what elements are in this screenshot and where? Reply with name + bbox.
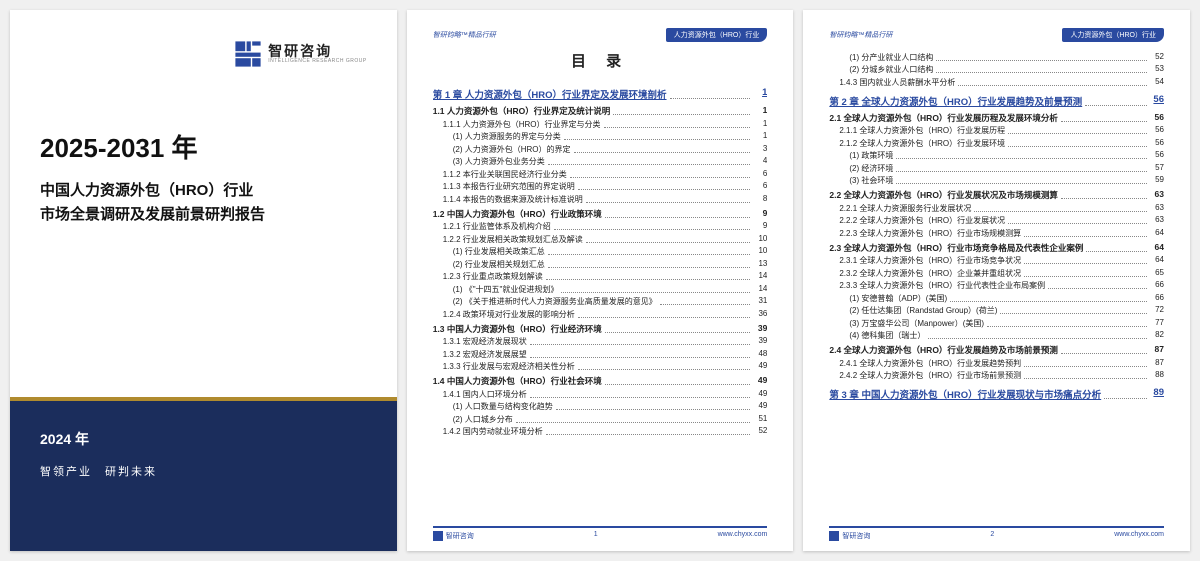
toc-entry[interactable]: (2) 经济环境57 (829, 163, 1164, 174)
toc-entry[interactable]: 1.4.2 国内劳动就业环境分析52 (433, 426, 768, 437)
toc-entry[interactable]: (2) 人力资源外包（HRO）的界定3 (433, 144, 768, 155)
logo: 智研咨询 INTELLIGENCE RESEARCH GROUP (40, 40, 367, 68)
toc-entry[interactable]: 2.3.1 全球人力资源外包（HRO）行业市场竞争状况64 (829, 255, 1164, 266)
toc-entry[interactable]: 2.1.2 全球人力资源外包（HRO）行业发展环境56 (829, 138, 1164, 149)
toc-entry[interactable]: 1.2.4 政策环境对行业发展的影响分析36 (433, 309, 768, 320)
header-badge: 人力资源外包（HRO）行业 (1062, 28, 1164, 42)
toc-entry[interactable]: (1) 人口数量与结构变化趋势49 (433, 401, 768, 412)
toc-entry[interactable]: 1.2.1 行业监管体系及机构介绍9 (433, 221, 768, 232)
toc-page-2: 智研钧略™精品行研 人力资源外包（HRO）行业 (1) 分产业就业人口结构52(… (803, 10, 1190, 551)
toc-entry[interactable]: (1) 行业发展相关政策汇总10 (433, 246, 768, 257)
toc-entry[interactable]: (3) 万宝盛华公司（Manpower）(美国)77 (829, 318, 1164, 329)
page-number: 2 (990, 531, 994, 541)
header-left: 智研钧略™精品行研 (433, 30, 496, 40)
toc-chapter[interactable]: 第 3 章 中国人力资源外包（HRO）行业发展现状与市场痛点分析89 (829, 387, 1164, 401)
toc-entry[interactable]: 2.3.3 全球人力资源外包（HRO）行业代表性企业布局案例66 (829, 280, 1164, 291)
footer-logo: 智研咨询 (433, 531, 474, 541)
toc-entry[interactable]: (2) 人口城乡分布51 (433, 414, 768, 425)
toc-entry[interactable]: (3) 人力资源外包业务分类4 (433, 156, 768, 167)
toc-entry[interactable]: 1.3.1 宏观经济发展现状39 (433, 336, 768, 347)
toc-page-1: 智研钧略™精品行研 人力资源外包（HRO）行业 目 录 第 1 章 人力资源外包… (407, 10, 794, 551)
toc-entry[interactable]: 2.2.1 全球人力资源服务行业发展状况63 (829, 203, 1164, 214)
header-badge: 人力资源外包（HRO）行业 (666, 28, 768, 42)
toc-entry[interactable]: 2.1.1 全球人力资源外包（HRO）行业发展历程56 (829, 125, 1164, 136)
toc-entry[interactable]: 1.3.3 行业发展与宏观经济相关性分析49 (433, 361, 768, 372)
toc-entry[interactable]: 1.2.2 行业发展相关政策规划汇总及解读10 (433, 234, 768, 245)
toc-entry[interactable]: 2.1 全球人力资源外包（HRO）行业发展历程及发展环境分析56 (829, 112, 1164, 124)
toc-entry[interactable]: (1) 人力资源服务的界定与分类1 (433, 131, 768, 142)
toc-entry[interactable]: 1.1 人力资源外包（HRO）行业界定及统计说明1 (433, 105, 768, 117)
toc-entry[interactable]: 1.1.1 人力资源外包（HRO）行业界定与分类1 (433, 119, 768, 130)
toc-footer: 智研咨询 2 www.chyxx.com (829, 526, 1164, 541)
cover-footer-block: 2024 年 智领产业 研判未来 (10, 401, 397, 551)
toc-entry[interactable]: (4) 德科集团（瑞士）82 (829, 330, 1164, 341)
cover-title-line2: 市场全景调研及发展前景研判报告 (40, 203, 367, 227)
toc-entry[interactable]: 1.4 中国人力资源外包（HRO）行业社会环境49 (433, 375, 768, 387)
cover-slogan: 智领产业 研判未来 (40, 463, 367, 479)
cover-title-line1: 中国人力资源外包（HRO）行业 (40, 179, 367, 203)
toc-entry[interactable]: 1.3.2 宏观经济发展展望48 (433, 349, 768, 360)
cover-year-range: 2025-2031 年 (40, 128, 367, 165)
header-left: 智研钧略™精品行研 (829, 30, 892, 40)
toc-entry[interactable]: (1) 分产业就业人口结构52 (829, 52, 1164, 63)
toc-chapter[interactable]: 第 2 章 全球人力资源外包（HRO）行业发展趋势及前景预测56 (829, 94, 1164, 108)
toc-entry[interactable]: 2.2 全球人力资源外包（HRO）行业发展状况及市场规模测算63 (829, 189, 1164, 201)
toc-chapter[interactable]: 第 1 章 人力资源外包（HRO）行业界定及发展环境剖析1 (433, 87, 768, 101)
toc-entry[interactable]: 2.3.2 全球人力资源外包（HRO）企业兼并重组状况65 (829, 268, 1164, 279)
toc-entry[interactable]: 1.1.3 本报告行业研究范围的界定说明6 (433, 181, 768, 192)
toc-entry[interactable]: (2) 行业发展相关规划汇总13 (433, 259, 768, 270)
cover-page: 智研咨询 INTELLIGENCE RESEARCH GROUP 2025-20… (10, 10, 397, 551)
toc-entry[interactable]: 1.2 中国人力资源外包（HRO）行业政策环境9 (433, 208, 768, 220)
toc-entry[interactable]: 2.4 全球人力资源外包（HRO）行业发展趋势及市场前景预测87 (829, 344, 1164, 356)
toc-entry[interactable]: (1) 政策环境56 (829, 150, 1164, 161)
page-number: 1 (594, 531, 598, 541)
toc-entry[interactable]: (2) 《关于推进新时代人力资源服务业高质量发展的意见》31 (433, 296, 768, 307)
toc-entry[interactable]: 1.4.1 国内人口环境分析49 (433, 389, 768, 400)
toc-entry[interactable]: 1.1.4 本报告的数据来源及统计标准说明8 (433, 194, 768, 205)
toc-entry[interactable]: 1.1.2 本行业关联国民经济行业分类6 (433, 169, 768, 180)
footer-site: www.chyxx.com (1114, 531, 1164, 541)
toc-entry[interactable]: 2.4.2 全球人力资源外包（HRO）行业市场前景预测88 (829, 370, 1164, 381)
toc-entry[interactable]: 2.2.3 全球人力资源外包（HRO）行业市场规模测算64 (829, 228, 1164, 239)
toc-entry[interactable]: (3) 社会环境59 (829, 175, 1164, 186)
toc-title: 目 录 (433, 50, 768, 71)
cover-pub-year: 2024 年 (40, 429, 367, 449)
toc-entry[interactable]: 2.3 全球人力资源外包（HRO）行业市场竞争格局及代表性企业案例64 (829, 242, 1164, 254)
toc-entry[interactable]: (2) 分城乡就业人口结构53 (829, 64, 1164, 75)
toc-footer: 智研咨询 1 www.chyxx.com (433, 526, 768, 541)
footer-logo: 智研咨询 (829, 531, 870, 541)
logo-en: INTELLIGENCE RESEARCH GROUP (268, 59, 367, 65)
toc-entry[interactable]: 1.3 中国人力资源外包（HRO）行业经济环境39 (433, 323, 768, 335)
logo-icon (234, 40, 262, 68)
toc-entry[interactable]: 2.4.1 全球人力资源外包（HRO）行业发展趋势预判87 (829, 358, 1164, 369)
toc-entry[interactable]: 1.2.3 行业重点政策规划解读14 (433, 271, 768, 282)
toc-entry[interactable]: (1) 《"十四五"就业促进规划》14 (433, 284, 768, 295)
footer-site: www.chyxx.com (718, 531, 768, 541)
logo-cn: 智研咨询 (268, 44, 367, 59)
toc-entry[interactable]: (2) 任仕达集团（Randstad Group）(荷兰)72 (829, 305, 1164, 316)
toc-entry[interactable]: 1.4.3 国内就业人员薪酬水平分析54 (829, 77, 1164, 88)
toc-entry[interactable]: 2.2.2 全球人力资源外包（HRO）行业发展状况63 (829, 215, 1164, 226)
toc-entry[interactable]: (1) 安德普翰（ADP）(美国)66 (829, 293, 1164, 304)
